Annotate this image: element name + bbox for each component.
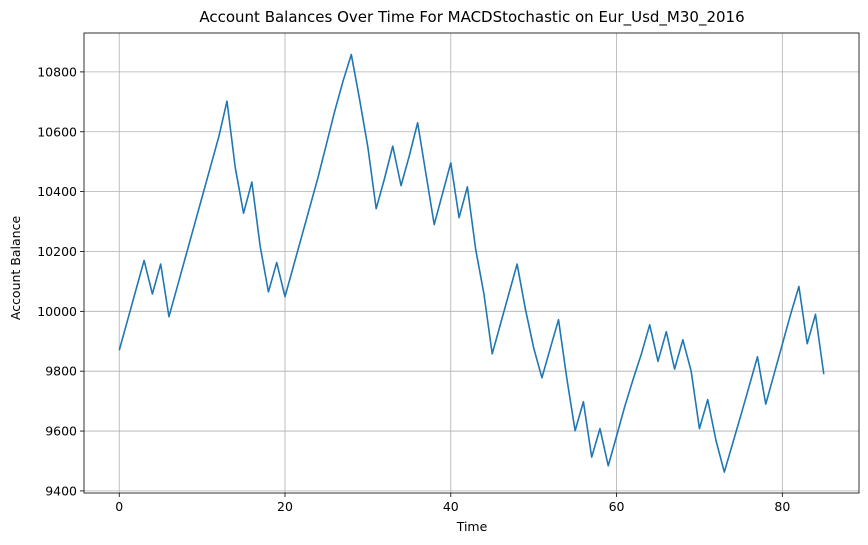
x-tick-label: 80 — [774, 499, 790, 514]
y-tick-label: 10400 — [37, 184, 77, 199]
y-tick-label: 9800 — [45, 364, 77, 379]
y-tick-label: 10000 — [37, 304, 77, 319]
series-line — [118, 53, 825, 473]
x-axis-ticks: 0 20 40 60 80 — [115, 493, 790, 514]
y-tick-label: 10800 — [37, 64, 77, 79]
series-layer — [118, 53, 825, 473]
x-tick-label: 20 — [277, 499, 293, 514]
y-axis-ticks: 9400 9600 9800 10000 10200 10400 10600 10800 — [37, 64, 84, 498]
y-axis-label: Account Balance — [8, 216, 23, 321]
y-tick-label: 9600 — [45, 424, 77, 439]
y-tick-label: 10600 — [37, 124, 77, 139]
x-axis-label: Time — [456, 519, 488, 534]
x-tick-label: 60 — [609, 499, 625, 514]
x-tick-label: 40 — [443, 499, 459, 514]
y-tick-label: 9400 — [45, 483, 77, 498]
y-tick-label: 10200 — [37, 244, 77, 259]
grid-lines — [84, 33, 859, 493]
x-tick-label: 0 — [115, 499, 123, 514]
plot-frame — [83, 32, 860, 494]
chart-title: Account Balances Over Time For MACDStoch… — [199, 8, 744, 27]
